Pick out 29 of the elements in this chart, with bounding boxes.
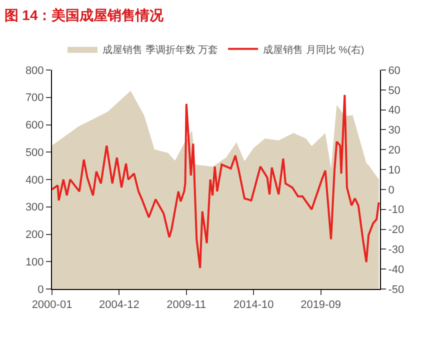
x-tick-label: 2019-09 xyxy=(300,299,341,312)
chart-title: 图 14：美国成屋销售情况 xyxy=(4,6,165,23)
y2-tick-label: -20 xyxy=(388,224,404,236)
y-tick-label: 100 xyxy=(25,256,44,268)
y2-tick-label: 40 xyxy=(388,104,400,117)
y2-tick-label: 30 xyxy=(388,124,400,137)
x-tick-label: 2004-12 xyxy=(99,299,140,312)
y2-tick-label: -30 xyxy=(388,244,404,256)
y2-tick-label: -10 xyxy=(388,204,404,216)
y-tick-label: 800 xyxy=(25,64,44,77)
y2-tick-label: -40 xyxy=(388,264,404,276)
legend-label: 成屋销售 季调折年数 万套 xyxy=(102,44,218,56)
y-tick-label: 700 xyxy=(25,92,44,104)
y2-tick-label: 10 xyxy=(388,164,400,176)
y2-tick-label: 60 xyxy=(388,64,400,77)
y2-tick-label: -50 xyxy=(388,284,404,296)
y-tick-label: 400 xyxy=(25,174,44,186)
x-tick-label: 2009-11 xyxy=(166,299,206,312)
y2-tick-label: 20 xyxy=(388,144,400,156)
y2-tick-label: 50 xyxy=(388,84,400,97)
y2-tick-label: 0 xyxy=(388,184,394,196)
y-tick-label: 500 xyxy=(25,146,44,159)
x-tick-label: 2014-10 xyxy=(233,299,274,312)
y-tick-label: 300 xyxy=(25,202,44,214)
y-tick-label: 0 xyxy=(38,284,44,296)
x-tick-label: 2000-01 xyxy=(32,299,72,312)
legend-label: 成屋销售 月同比 %(右) xyxy=(263,44,364,56)
y-tick-label: 600 xyxy=(25,120,44,132)
y-tick-label: 200 xyxy=(25,229,44,242)
